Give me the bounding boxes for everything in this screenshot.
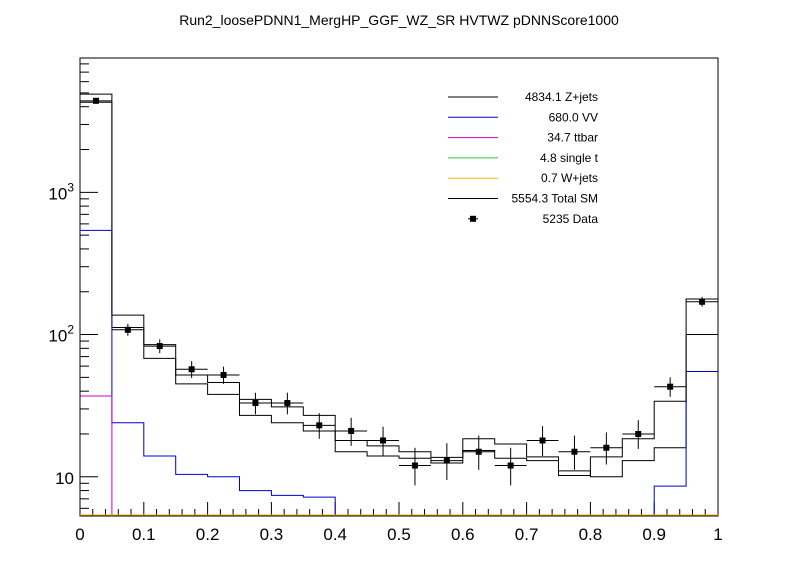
data-point (443, 457, 450, 464)
x-tick-label: 0.8 (579, 525, 603, 544)
legend-label: 4834.1 Z+jets (525, 90, 598, 104)
legend-label: 5235 Data (543, 212, 599, 226)
legend-label: 34.7 ttbar (547, 131, 598, 145)
data-point (411, 462, 418, 469)
legend-label: 5554.3 Total SM (511, 192, 598, 206)
y-tick-label: 103 (48, 180, 74, 203)
x-tick-label: 0.2 (196, 525, 220, 544)
data-point (348, 427, 355, 434)
y-tick-label: 102 (48, 323, 74, 346)
data-point (539, 437, 546, 444)
x-tick-label: 0.5 (387, 525, 411, 544)
x-tick-label: 0.7 (515, 525, 539, 544)
legend-label: 4.8 single t (540, 151, 599, 165)
data-point (156, 343, 163, 350)
data-point (316, 422, 323, 429)
chart-title: Run2_loosePDNN1_MergHP_GGF_WZ_SR HVTWZ p… (179, 12, 619, 28)
series-total-sm (79, 93, 719, 516)
x-tick-label: 0.9 (642, 525, 666, 544)
x-tick-label: 0.1 (132, 525, 156, 544)
data-points-layer (80, 97, 718, 486)
data-point (220, 371, 227, 378)
data-point (252, 400, 259, 407)
series-layer (79, 93, 719, 516)
x-tick-label: 0 (75, 525, 84, 544)
x-tick-label: 0.3 (260, 525, 284, 544)
data-point (699, 298, 706, 305)
series-z-jets (79, 101, 719, 516)
data-point (635, 430, 642, 437)
data-point (188, 366, 195, 373)
legend-label: 680.0 VV (549, 110, 598, 124)
data-point (667, 383, 674, 390)
data-point (571, 448, 578, 455)
x-tick-label: 0.6 (451, 525, 475, 544)
data-point (124, 326, 131, 333)
data-point (92, 97, 99, 104)
data-point (507, 462, 514, 469)
y-tick-label: 10 (55, 469, 74, 488)
legend-label: 0.7 W+jets (541, 171, 598, 185)
data-point (475, 448, 482, 455)
data-point (603, 444, 610, 451)
x-tick-label: 1 (713, 525, 722, 544)
x-tick-label: 0.4 (323, 525, 347, 544)
legend: 4834.1 Z+jets 680.0 VV 34.7 ttbar 4.8 singl… (448, 90, 599, 226)
data-point (284, 400, 291, 407)
series-ttbar (79, 395, 113, 516)
data-point (380, 437, 387, 444)
tick-labels: 0 0.1 0.2 0.3 0.4 0.5 0.6 0.7 0.8 0.9 1 10 102 103 (48, 180, 722, 544)
